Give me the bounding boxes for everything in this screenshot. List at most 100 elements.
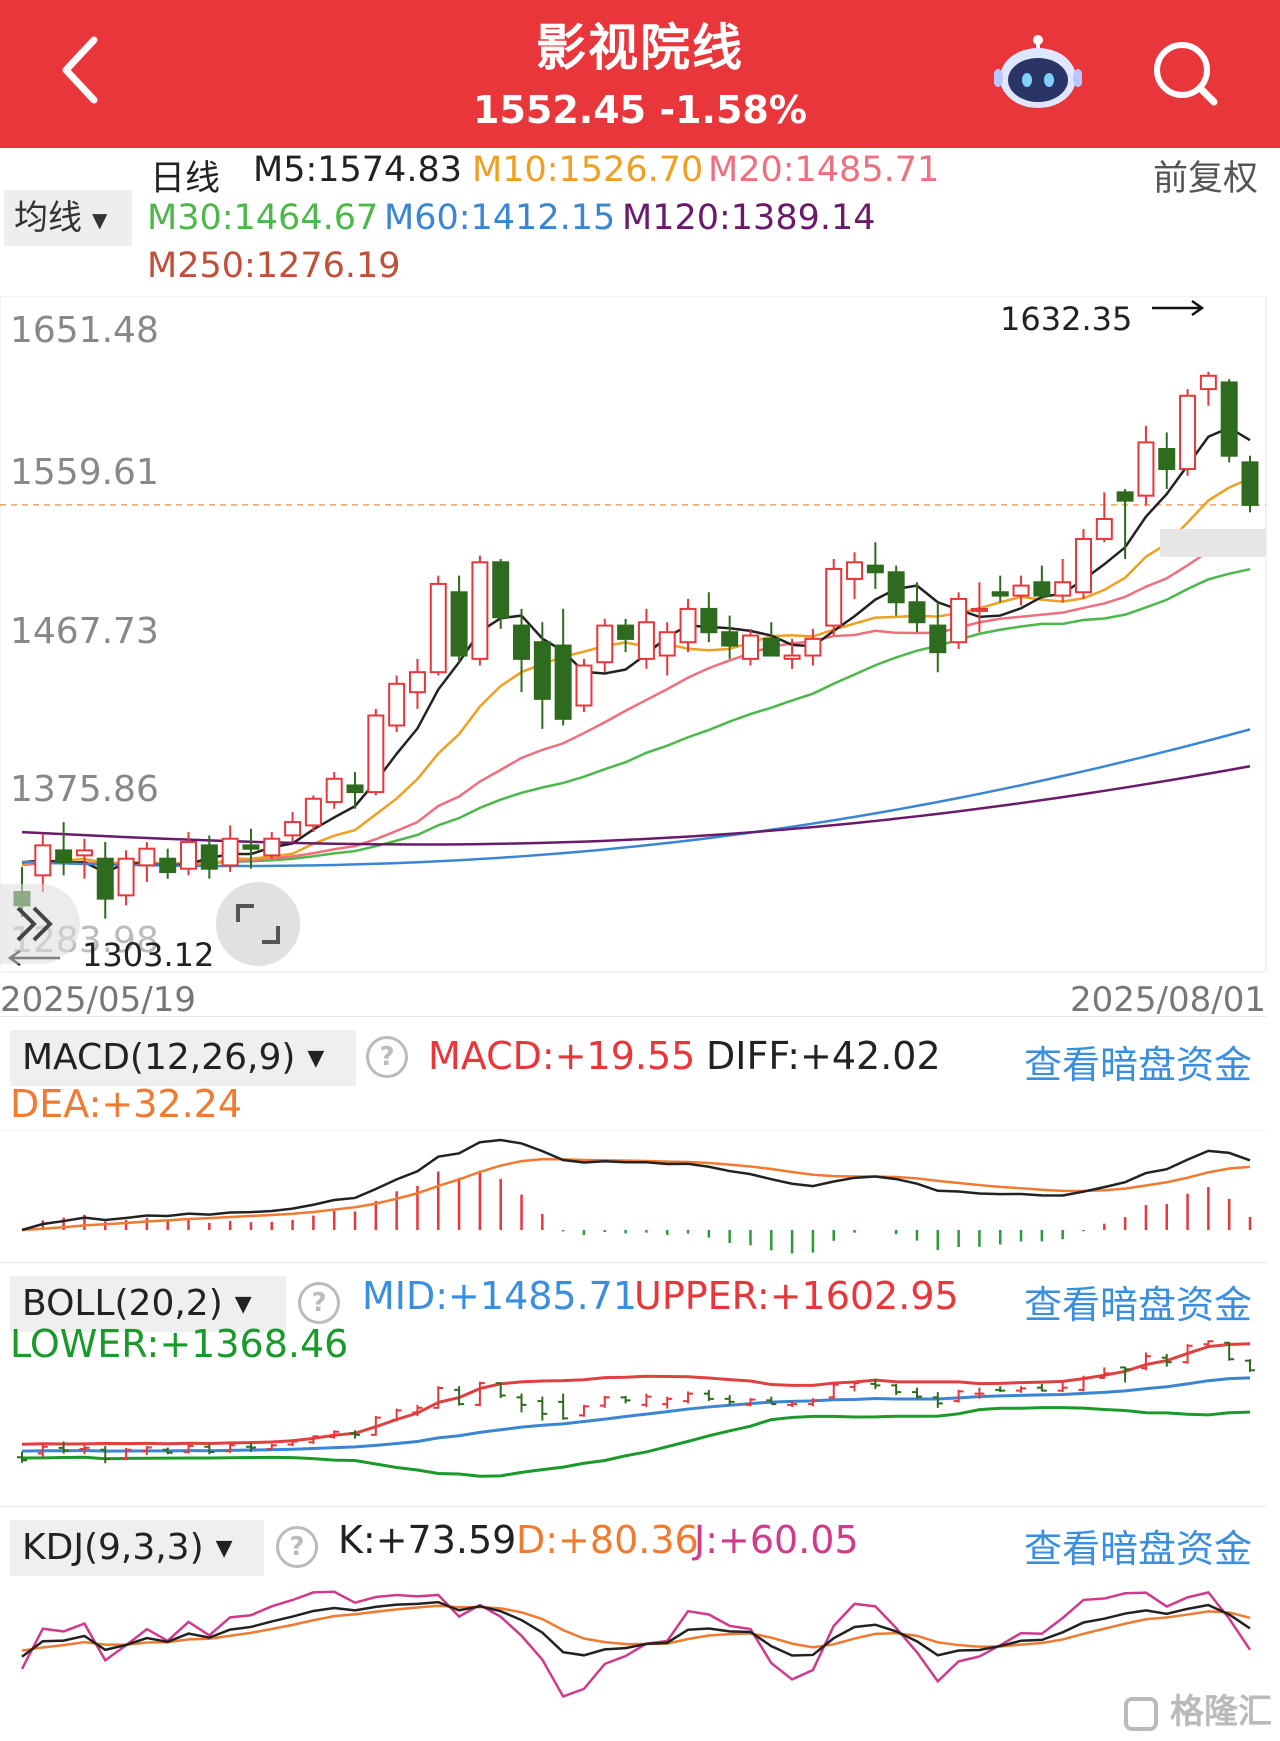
candle-body [159, 857, 177, 874]
boll-selector[interactable]: BOLL(20,2) ▼ [10, 1276, 286, 1332]
candle-body [825, 567, 843, 627]
dark-pool-link[interactable]: 查看暗盘资金 [1023, 1283, 1252, 1327]
candle-body [180, 841, 198, 870]
double-chevron-right-icon [16, 906, 53, 942]
candle [75, 838, 93, 879]
candle-body [388, 682, 406, 727]
candle [1241, 455, 1259, 513]
candle [263, 832, 281, 859]
dea-value: DEA:+32.24 [10, 1082, 243, 1126]
candle-body [346, 784, 364, 794]
candle [533, 622, 551, 729]
candle-body [970, 607, 988, 612]
candle [180, 832, 198, 876]
chart-frame [0, 296, 1267, 973]
divider [0, 1506, 1266, 1507]
fullscreen-button[interactable] [216, 882, 300, 966]
candle-body [492, 561, 510, 619]
adjust-selector[interactable]: 前复权 [1152, 159, 1258, 199]
arrow-right-icon [1152, 299, 1205, 317]
watermark: 格隆汇 [1124, 1684, 1272, 1733]
candle-body [200, 844, 218, 870]
ma5-value: M5:1574.83 [253, 150, 462, 190]
candle [242, 828, 260, 869]
candle-body [1074, 537, 1092, 594]
candle-body [1116, 491, 1134, 502]
candle-body [1179, 394, 1197, 471]
dark-pool-link[interactable]: 查看暗盘资金 [1023, 1043, 1252, 1087]
max-price-label: 1632.35 [1000, 300, 1133, 338]
app-header: 影视院线 1552.45 -1.58% [0, 0, 1280, 148]
candle [492, 558, 510, 629]
candle [1158, 432, 1176, 490]
candle [804, 628, 822, 666]
macd-selector-label: MACD(12,26,9) [22, 1037, 296, 1078]
ma10-value: M10:1526.70 [472, 150, 704, 190]
candle [325, 772, 343, 809]
candle [117, 850, 135, 906]
candle [138, 842, 156, 883]
help-icon[interactable]: ? [366, 1036, 408, 1078]
kdj-selector[interactable]: KDJ(9,3,3) ▼ [10, 1520, 264, 1576]
dark-pool-link[interactable]: 查看暗盘资金 [1023, 1527, 1252, 1571]
candle-body [1095, 517, 1113, 540]
kdj-k-line [21, 1600, 1251, 1658]
candle [554, 608, 572, 726]
kdj-j-line [20, 1590, 1252, 1698]
candle [950, 592, 968, 649]
chevron-down-icon: ▼ [307, 1046, 325, 1071]
candle-body [34, 844, 52, 877]
candle-body [950, 597, 968, 644]
min-price-label: 1303.12 [82, 936, 215, 974]
chevron-down-icon: ▼ [234, 1292, 252, 1317]
robot-assistant-icon[interactable] [994, 32, 1082, 110]
search-icon[interactable] [1150, 38, 1220, 108]
candle [284, 812, 302, 843]
candle [1074, 528, 1092, 599]
candle-body [658, 631, 676, 657]
candle-body [554, 644, 572, 720]
watermark-logo-icon [1124, 1696, 1159, 1731]
boll-mid-value: MID:+1485.71 [362, 1274, 638, 1318]
back-icon[interactable] [52, 30, 112, 110]
kdj-chart [20, 1590, 1252, 1698]
candle-body [991, 591, 1009, 597]
candle [721, 615, 739, 659]
change-percent: -1.58% [659, 88, 807, 132]
ma5-line [21, 426, 1251, 874]
indicator-mode-dropdown[interactable]: 均线 ▼ [4, 190, 132, 246]
candle [700, 592, 718, 643]
candle [1033, 565, 1051, 599]
collapse-button[interactable] [0, 884, 80, 964]
candle-body [450, 591, 468, 657]
candle [1179, 389, 1197, 476]
candle [846, 552, 864, 599]
candle-body [471, 561, 489, 660]
candle-body [429, 582, 447, 674]
candle-body [1199, 374, 1217, 391]
boll-selector-label: BOLL(20,2) [22, 1283, 223, 1324]
candle-body [1220, 381, 1238, 457]
kline-chart[interactable] [0, 296, 1280, 996]
mode-label: 均线 [14, 198, 82, 238]
ma30-line [21, 567, 1251, 867]
candle [887, 565, 905, 616]
diff-value: DIFF:+42.02 [706, 1034, 941, 1078]
boll-lower-value: LOWER:+1368.46 [10, 1322, 349, 1366]
candle [1095, 492, 1113, 543]
start-date: 2025/05/19 [0, 980, 196, 1020]
candle-body [1158, 448, 1176, 471]
kdj-j-value: J:+60.05 [694, 1518, 859, 1562]
candle-body [367, 714, 385, 794]
candle [741, 628, 759, 666]
candle [970, 582, 988, 633]
candle-body [866, 564, 884, 574]
help-icon[interactable]: ? [276, 1526, 318, 1568]
candle [1199, 371, 1217, 406]
help-icon[interactable]: ? [298, 1282, 340, 1324]
current-price: 1552.45 [473, 88, 647, 132]
macd-selector[interactable]: MACD(12,26,9) ▼ [10, 1030, 356, 1086]
divider [0, 1016, 1266, 1017]
candle-body [1137, 441, 1155, 497]
candle-body [96, 857, 114, 900]
